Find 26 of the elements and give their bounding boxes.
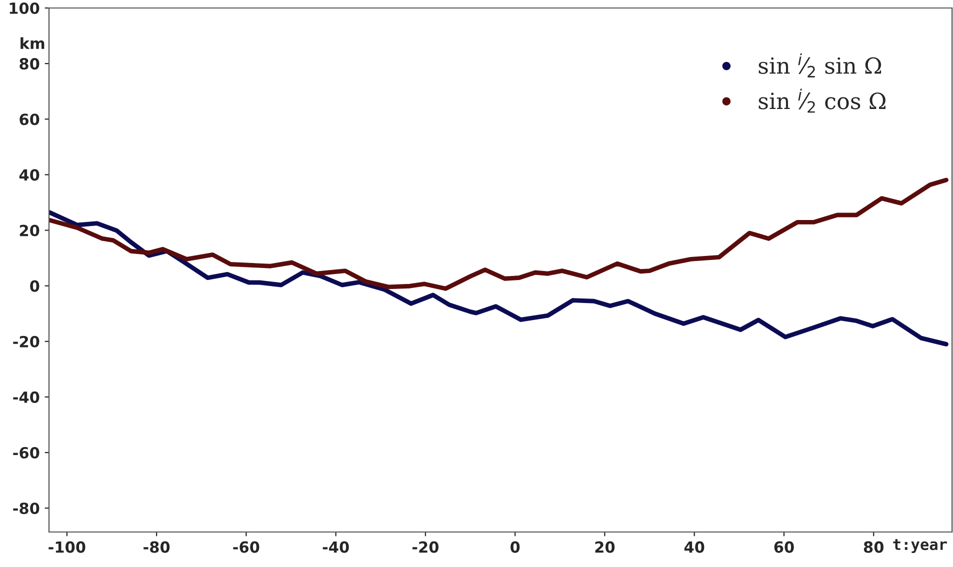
x-tick-label: 20 [595,541,615,553]
x-tick-label: -40 [322,541,349,553]
y-tick-label: 20 [20,224,40,236]
y-tick-label: 60 [20,114,40,126]
x-axis-title: t:year [893,539,947,554]
y-tick-label: 0 [30,280,40,292]
y-tick-label: -40 [13,391,40,403]
x-tick-label: -60 [233,541,260,553]
y-tick-label: 40 [19,169,40,181]
legend-label: sin $^{i}$⁄$_{2}$ cos Ω [758,88,886,113]
x-tick-label: -100 [48,541,86,553]
x-tick-label: 0 [510,541,520,553]
line-series [49,178,948,291]
x-tick-label: 60 [774,541,794,553]
y-tick-label: -80 [13,502,40,514]
y-tick-label: 100 [10,2,40,14]
x-tick-label: 80 [864,541,884,553]
x-tick-label: -20 [412,541,439,553]
y-tick-label: -20 [13,336,40,348]
x-tick-label: 40 [684,541,704,553]
y-tick-label: 80 [20,58,40,70]
x-tick-label: -80 [144,541,170,553]
y-tick-label: -60 [13,447,40,459]
y-axis-title: km [20,37,44,49]
legend-label: sin $^{i}$⁄$_{2}$ sin Ω [758,53,882,78]
line-series [49,210,948,346]
